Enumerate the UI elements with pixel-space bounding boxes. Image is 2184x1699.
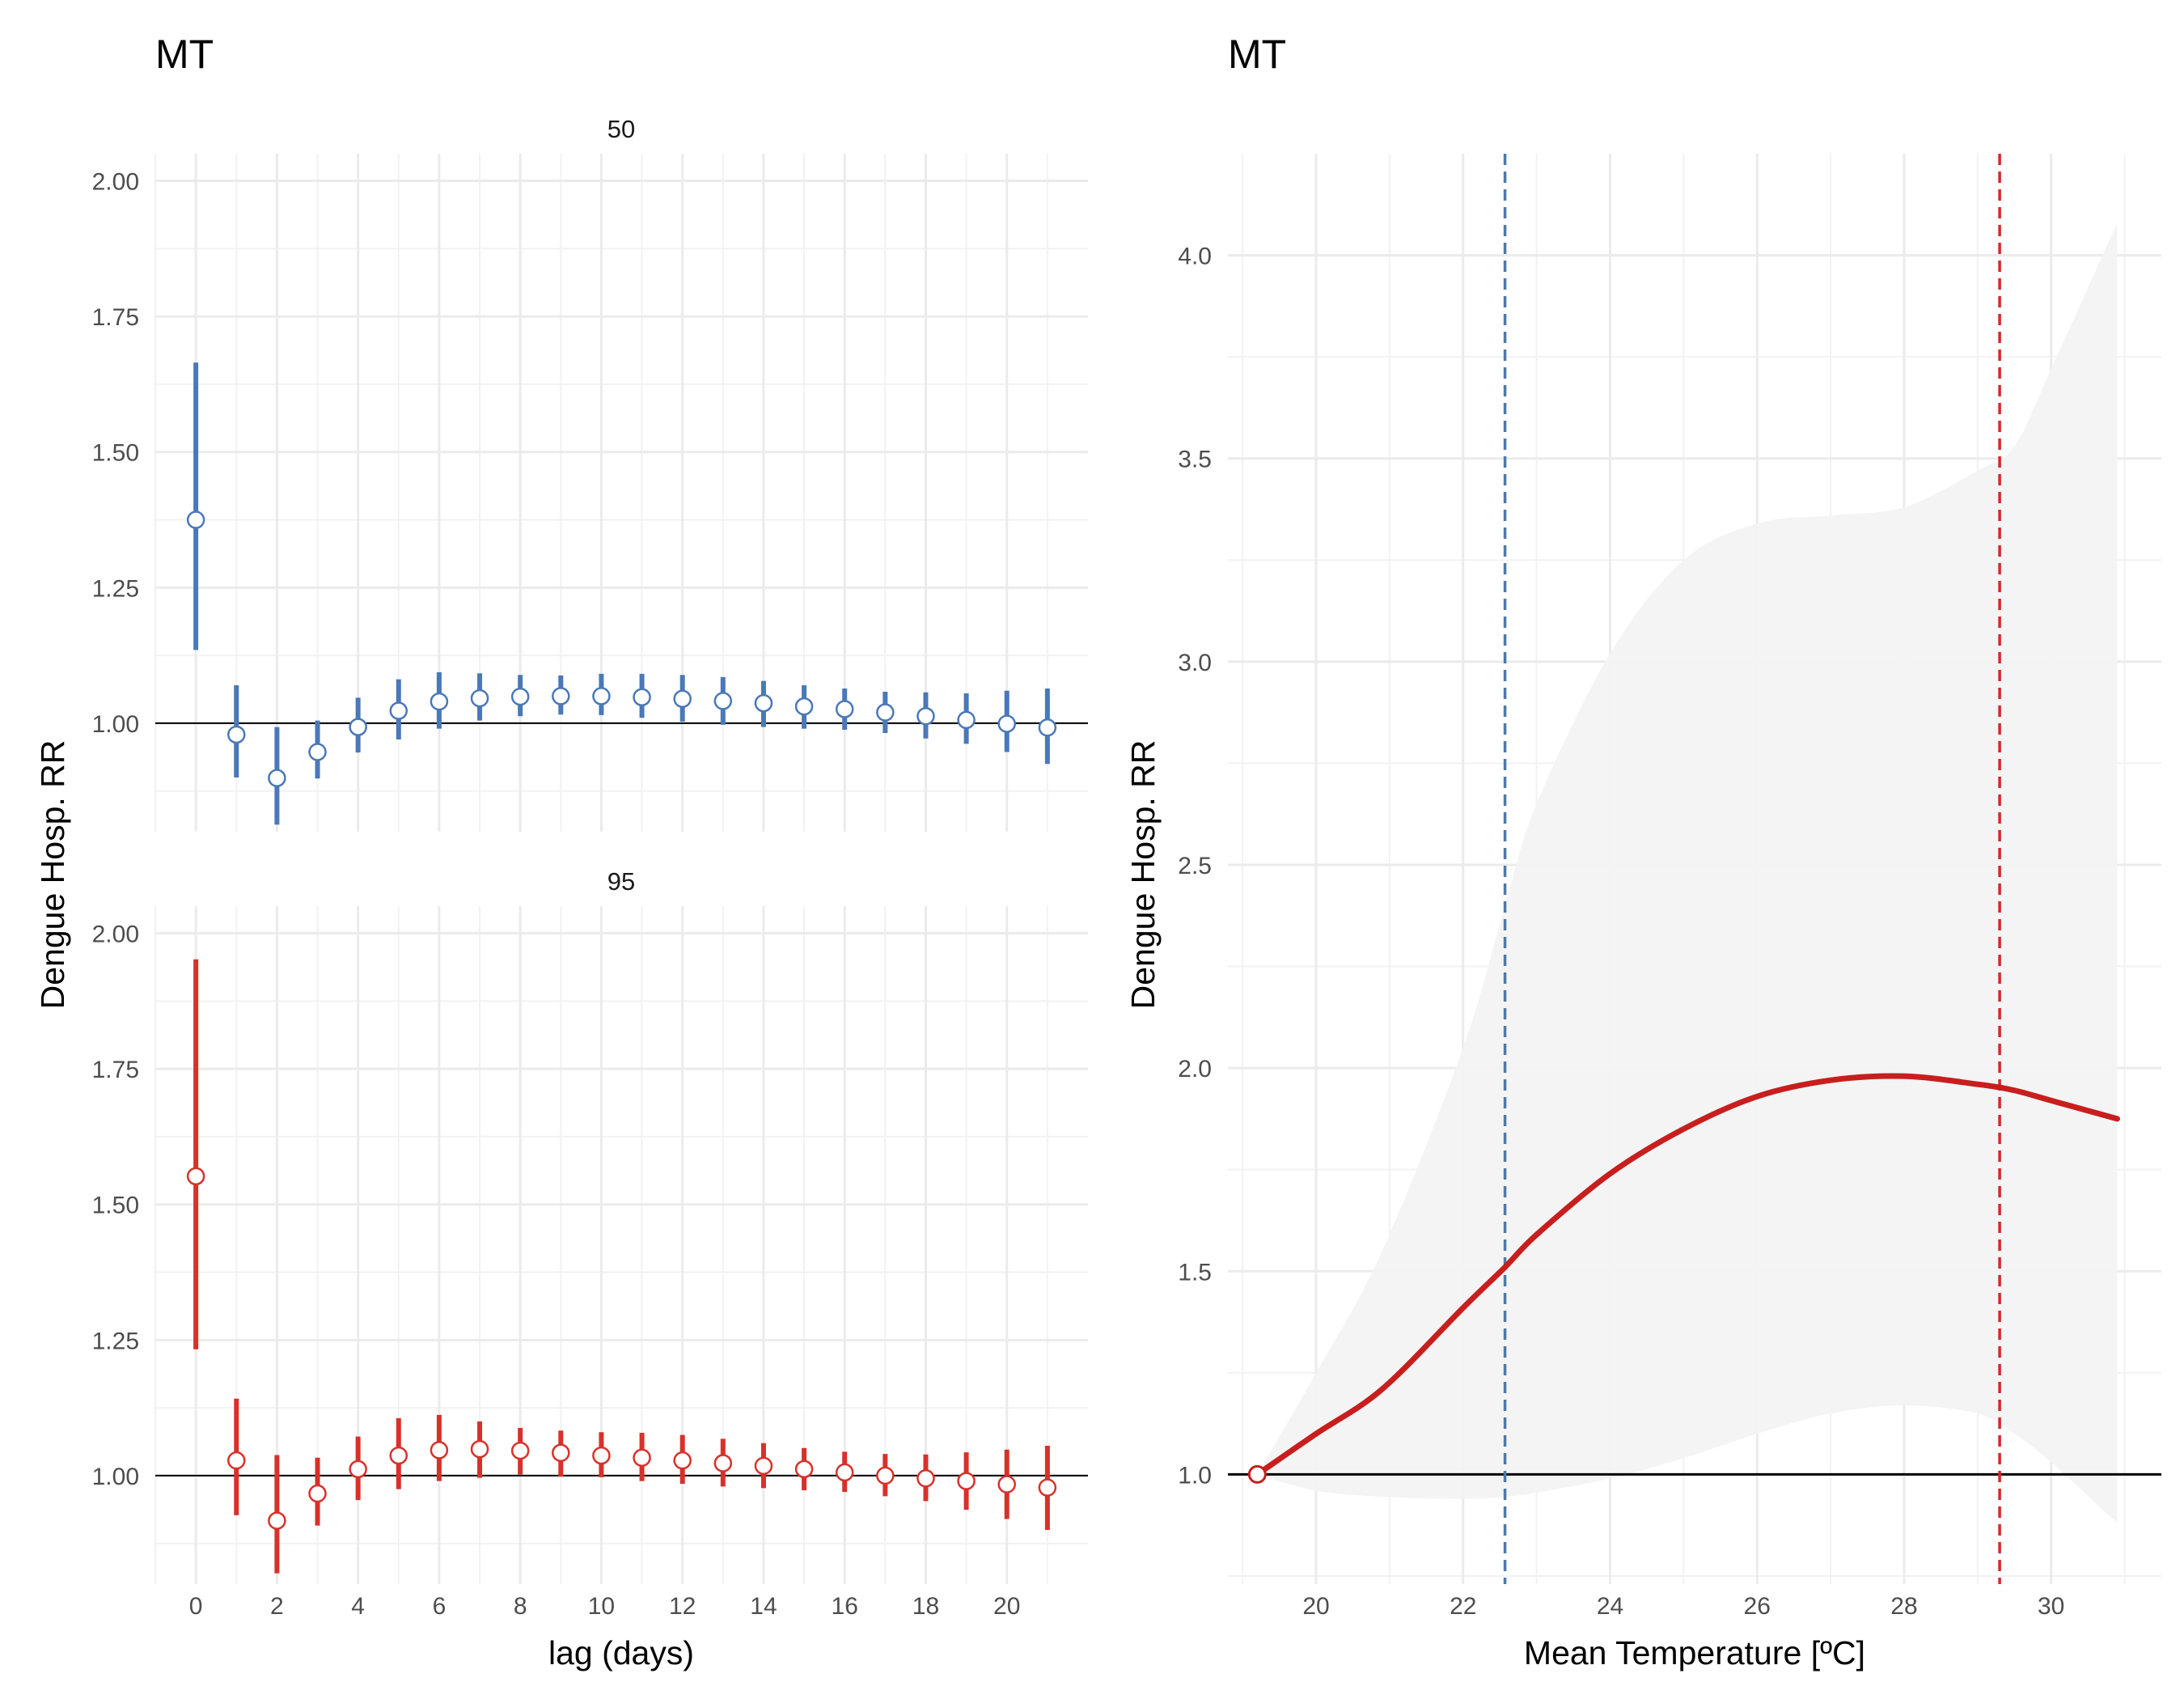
point-estimate [349,1460,367,1479]
y-tick-label: 2.5 [1178,853,1212,879]
lag-plot-title: MT [155,32,214,77]
temperature-plot: MT 1.0 1.5 2.0 2.5 3.0 3.5 4.0 20 22 24 26 28 30 Mea… [1124,32,2161,1671]
x-tick-label: 28 [1890,1593,1917,1620]
point-estimate [592,1446,611,1465]
y-tick-label: 1.25 [92,575,139,602]
temperature-panel: 1.0 1.5 2.0 2.5 3.0 3.5 4.0 20 22 24 26 28 30 [1178,154,2161,1620]
temperature-plot-title: MT [1228,32,1286,77]
y-tick-label: 1.0 [1178,1462,1212,1489]
lag-panel-95: 95 1.00 1.25 1.50 1.75 2.00 [92,867,1088,1584]
point-estimate [633,1448,651,1468]
reference-point [1247,1464,1267,1484]
x-tick-label: 20 [993,1593,1020,1620]
lag-x-axis-title: lag (days) [548,1634,694,1671]
point-estimate [389,1446,408,1465]
x-tick-label: 4 [351,1593,365,1620]
lag-y-axis-title: Dengue Hosp. RR [34,740,71,1010]
x-tick-label: 18 [912,1593,939,1620]
point-estimate [308,743,327,761]
point-estimate [713,692,733,710]
point-estimate [916,706,935,726]
point-estimate [997,714,1016,733]
rr-curve [1254,1073,2120,1477]
point-estimate [633,688,651,706]
x-tick-label: 24 [1597,1593,1623,1620]
point-estimate [430,692,449,711]
y-tick-label: 3.5 [1178,447,1212,473]
y-tick-label: 1.50 [92,1193,139,1219]
y-tick-label: 1.75 [92,1057,139,1083]
x-tick-label: 26 [1744,1593,1771,1620]
y-tick-label: 1.5 [1178,1259,1212,1286]
point-estimate [268,769,286,787]
point-estimate [510,687,530,706]
point-estimate [227,1451,246,1470]
point-estimate [957,710,976,730]
point-estimate [510,1441,530,1460]
confidence-ribbon [1257,222,2118,1523]
y-tick-label: 1.00 [92,1464,139,1490]
point-estimate [957,1472,976,1490]
y-tick-label: 1.50 [92,440,139,467]
temperature-y-axis-title: Dengue Hosp. RR [1124,740,1162,1010]
x-tick-label: 12 [669,1593,696,1620]
x-tick-label: 16 [832,1593,858,1620]
point-estimate [592,687,611,705]
lag-plot: MT 50 1.00 1.25 1.50 1.75 2.00 95 1.00 1.25 1.… [34,32,1088,1671]
point-estimate [794,1460,814,1479]
x-tick-label: 14 [750,1593,777,1620]
point-estimate [673,689,692,709]
point-estimate [754,693,773,713]
point-estimate [349,718,367,736]
point-estimate [186,1167,205,1186]
point-estimate [268,1511,286,1530]
point-estimate [389,701,408,720]
y-tick-label: 2.00 [92,922,139,948]
x-tick-label: 0 [189,1593,203,1620]
lag-x-axis: 0 2 4 6 8 10 12 14 16 18 20 [189,1593,1021,1620]
y-tick-label: 2.0 [1178,1056,1212,1083]
point-estimate [430,1441,449,1460]
point-estimate [308,1484,327,1503]
x-tick-label: 6 [433,1593,447,1620]
point-estimate [186,511,205,529]
point-estimate [227,725,246,744]
point-estimate [916,1469,935,1488]
point-estimate [713,1454,733,1472]
point-estimate [1038,1478,1057,1497]
point-estimate [470,1439,489,1459]
point-estimate [552,1443,570,1463]
x-tick-label: 8 [514,1593,527,1620]
point-estimate [673,1451,692,1470]
y-tick-label: 1.25 [92,1328,139,1354]
strip-label-95: 95 [607,867,635,896]
point-estimate [835,700,854,718]
x-tick-label: 2 [270,1593,284,1620]
point-estimate [1038,718,1057,737]
lag-panel-50: 50 1.00 1.25 1.50 1.75 2.00 [92,115,1088,832]
y-tick-label: 1.75 [92,304,139,331]
point-estimate [794,697,814,716]
y-tick-label: 3.0 [1178,650,1212,676]
point-estimate [754,1456,773,1476]
point-estimate [876,703,895,722]
y-tick-label: 4.0 [1178,244,1212,270]
strip-label-50: 50 [607,115,635,143]
point-estimate [552,687,570,705]
point-estimate [470,688,489,708]
y-tick-label: 2.00 [92,169,139,196]
temperature-x-axis-title: Mean Temperature [ºC] [1524,1634,1865,1671]
y-tick-label: 1.00 [92,711,139,738]
point-estimate [835,1463,854,1482]
x-tick-label: 22 [1450,1593,1476,1620]
x-tick-label: 30 [2038,1593,2064,1620]
point-estimate [997,1475,1016,1494]
x-tick-label: 20 [1302,1593,1329,1620]
x-tick-label: 10 [588,1593,615,1620]
point-estimate [876,1466,895,1485]
